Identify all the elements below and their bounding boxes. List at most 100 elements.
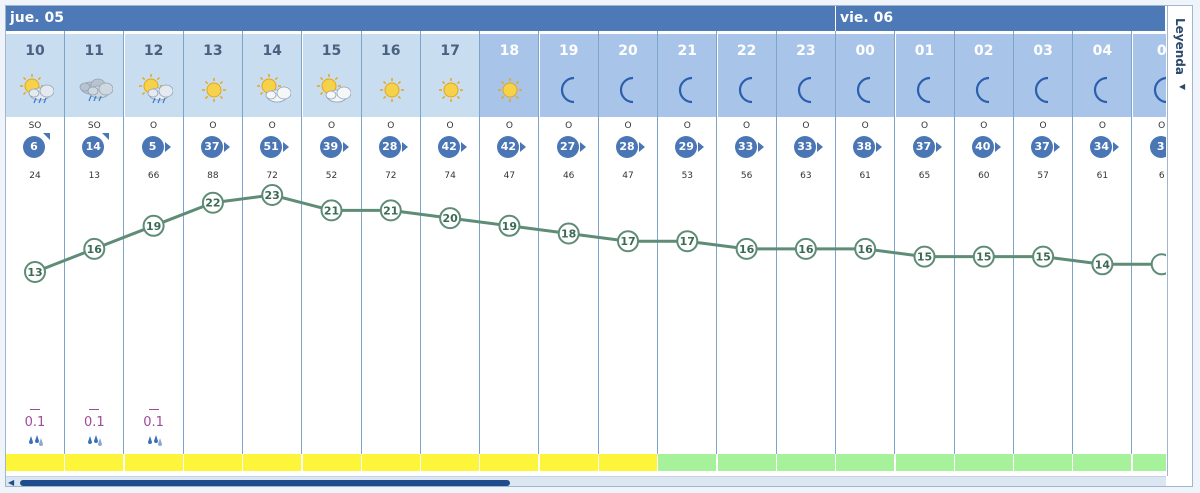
hour-column: 20 O 28 47 [599,31,658,471]
alert-band [717,454,776,471]
cloud-rain-icon [79,78,114,102]
wind-speed-badge: 42 [438,136,461,158]
hour-column: 15 O 39 52 [302,31,362,471]
sun-cloud-icon [257,74,292,103]
wind-direction: O [505,121,513,131]
alert-band [599,454,657,471]
wind-arrow-icon [342,142,349,152]
sun-icon [379,78,404,102]
wind-arrow-icon [579,142,586,152]
hour-label: 03 [1033,43,1053,59]
humidity-value: 72 [385,171,397,181]
alert-band [836,454,895,471]
hour-header: 02 [954,34,1013,117]
alert-band [65,454,124,471]
hour-label: 23 [796,43,816,59]
sun-icon [498,78,523,102]
hour-header: 15 [302,34,361,117]
hour-label: 04 [1092,43,1113,59]
humidity-value: 61 [859,171,871,181]
wind-speed-badge: 37 [200,136,223,158]
humidity-value: 6 [1158,171,1165,181]
hour-header: 17 [421,34,480,117]
wind-arrow-icon [43,133,50,140]
alert-band [480,454,539,471]
hour-header: 14 [243,34,302,117]
humidity-value: 13 [88,171,101,181]
sun-cloud-rain-icon [20,74,54,104]
hour-header: 01 [895,34,954,117]
raindrop-icon [88,435,103,446]
hour-label: 14 [262,43,282,59]
wind-arrow-icon [639,142,645,152]
wind-direction: O [387,121,395,131]
moon-icon [1094,76,1108,104]
wind-arrow-icon [757,142,764,152]
wind-arrow-icon [698,142,705,152]
hour-label: 0 [1156,43,1166,59]
scrollbar-thumb[interactable] [20,480,510,486]
wind-speed-badge: 33 [734,136,757,158]
wind-arrow-icon [164,142,171,152]
wind-arrow-icon [1054,142,1061,152]
wind-direction: O [1098,121,1106,131]
hour-column: 03 O 37 57 [1014,31,1074,471]
wind-direction: O [1158,121,1166,131]
alert-band [124,454,183,471]
alert-band [302,454,361,471]
wind-direction: O [327,121,336,131]
hour-column: 01 O 37 65 [895,31,955,471]
wind-direction: O [743,121,751,131]
humidity-value: 24 [29,171,41,181]
hour-label: 00 [855,43,875,59]
humidity-value: 61 [1096,171,1109,181]
hour-column: 13 O 37 88 [183,31,243,471]
humidity-value: 60 [978,171,990,181]
wind-direction: O [861,121,869,131]
moon-icon [797,76,811,104]
wind-speed-badge: 27 [556,136,579,158]
hour-label: 02 [974,43,994,59]
arrow-left-icon[interactable]: ◀ [1179,82,1186,91]
hour-label: 20 [618,43,638,59]
humidity-value: 57 [1037,171,1049,181]
wind-direction: O [1039,121,1047,131]
hour-column: 16 O 28 72 [361,31,421,471]
hour-column: 22 O 33 56 [717,31,777,471]
wind-direction: O [150,121,158,131]
alert-band [361,454,420,471]
alert-band [6,454,64,471]
hour-header: 10 [6,34,64,117]
moon-icon [1035,76,1049,104]
wind-arrow-icon [102,133,110,140]
sun-icon [439,78,464,102]
raindrop-icon [147,435,162,446]
wind-direction: O [980,121,988,131]
wind-speed-badge: 28 [616,136,638,158]
hour-label: 15 [321,43,342,59]
alert-band [658,454,717,471]
hour-label: 18 [499,43,520,59]
wind-arrow-icon [223,142,230,152]
hour-header: 11 [65,34,124,117]
precip-value: 0.1 [83,415,105,430]
wind-arrow-icon [1113,142,1120,152]
humidity-value: 66 [147,171,160,181]
wind-speed-badge: 37 [1031,136,1054,158]
hour-label: 16 [381,43,401,59]
hour-label: 21 [677,43,698,59]
moon-icon [560,76,574,104]
hour-column: 11 SO 14 13 0.1 [65,31,125,471]
hour-column: 17 O 42 74 [421,31,481,471]
legend-tab[interactable]: Leyenda ◀ [1167,6,1192,476]
horizontal-scrollbar[interactable]: ◀ [6,476,1166,487]
wind-direction: SO [87,121,101,131]
humidity-value: 74 [444,171,456,181]
humidity-value: 88 [207,171,219,181]
scroll-left-icon[interactable]: ◀ [8,478,15,487]
precip-value: 0.1 [143,415,164,430]
wind-speed-badge: 28 [378,136,401,158]
hour-header: 12 [124,34,183,117]
hour-header: 18 [480,34,539,117]
humidity-value: 56 [740,171,753,181]
